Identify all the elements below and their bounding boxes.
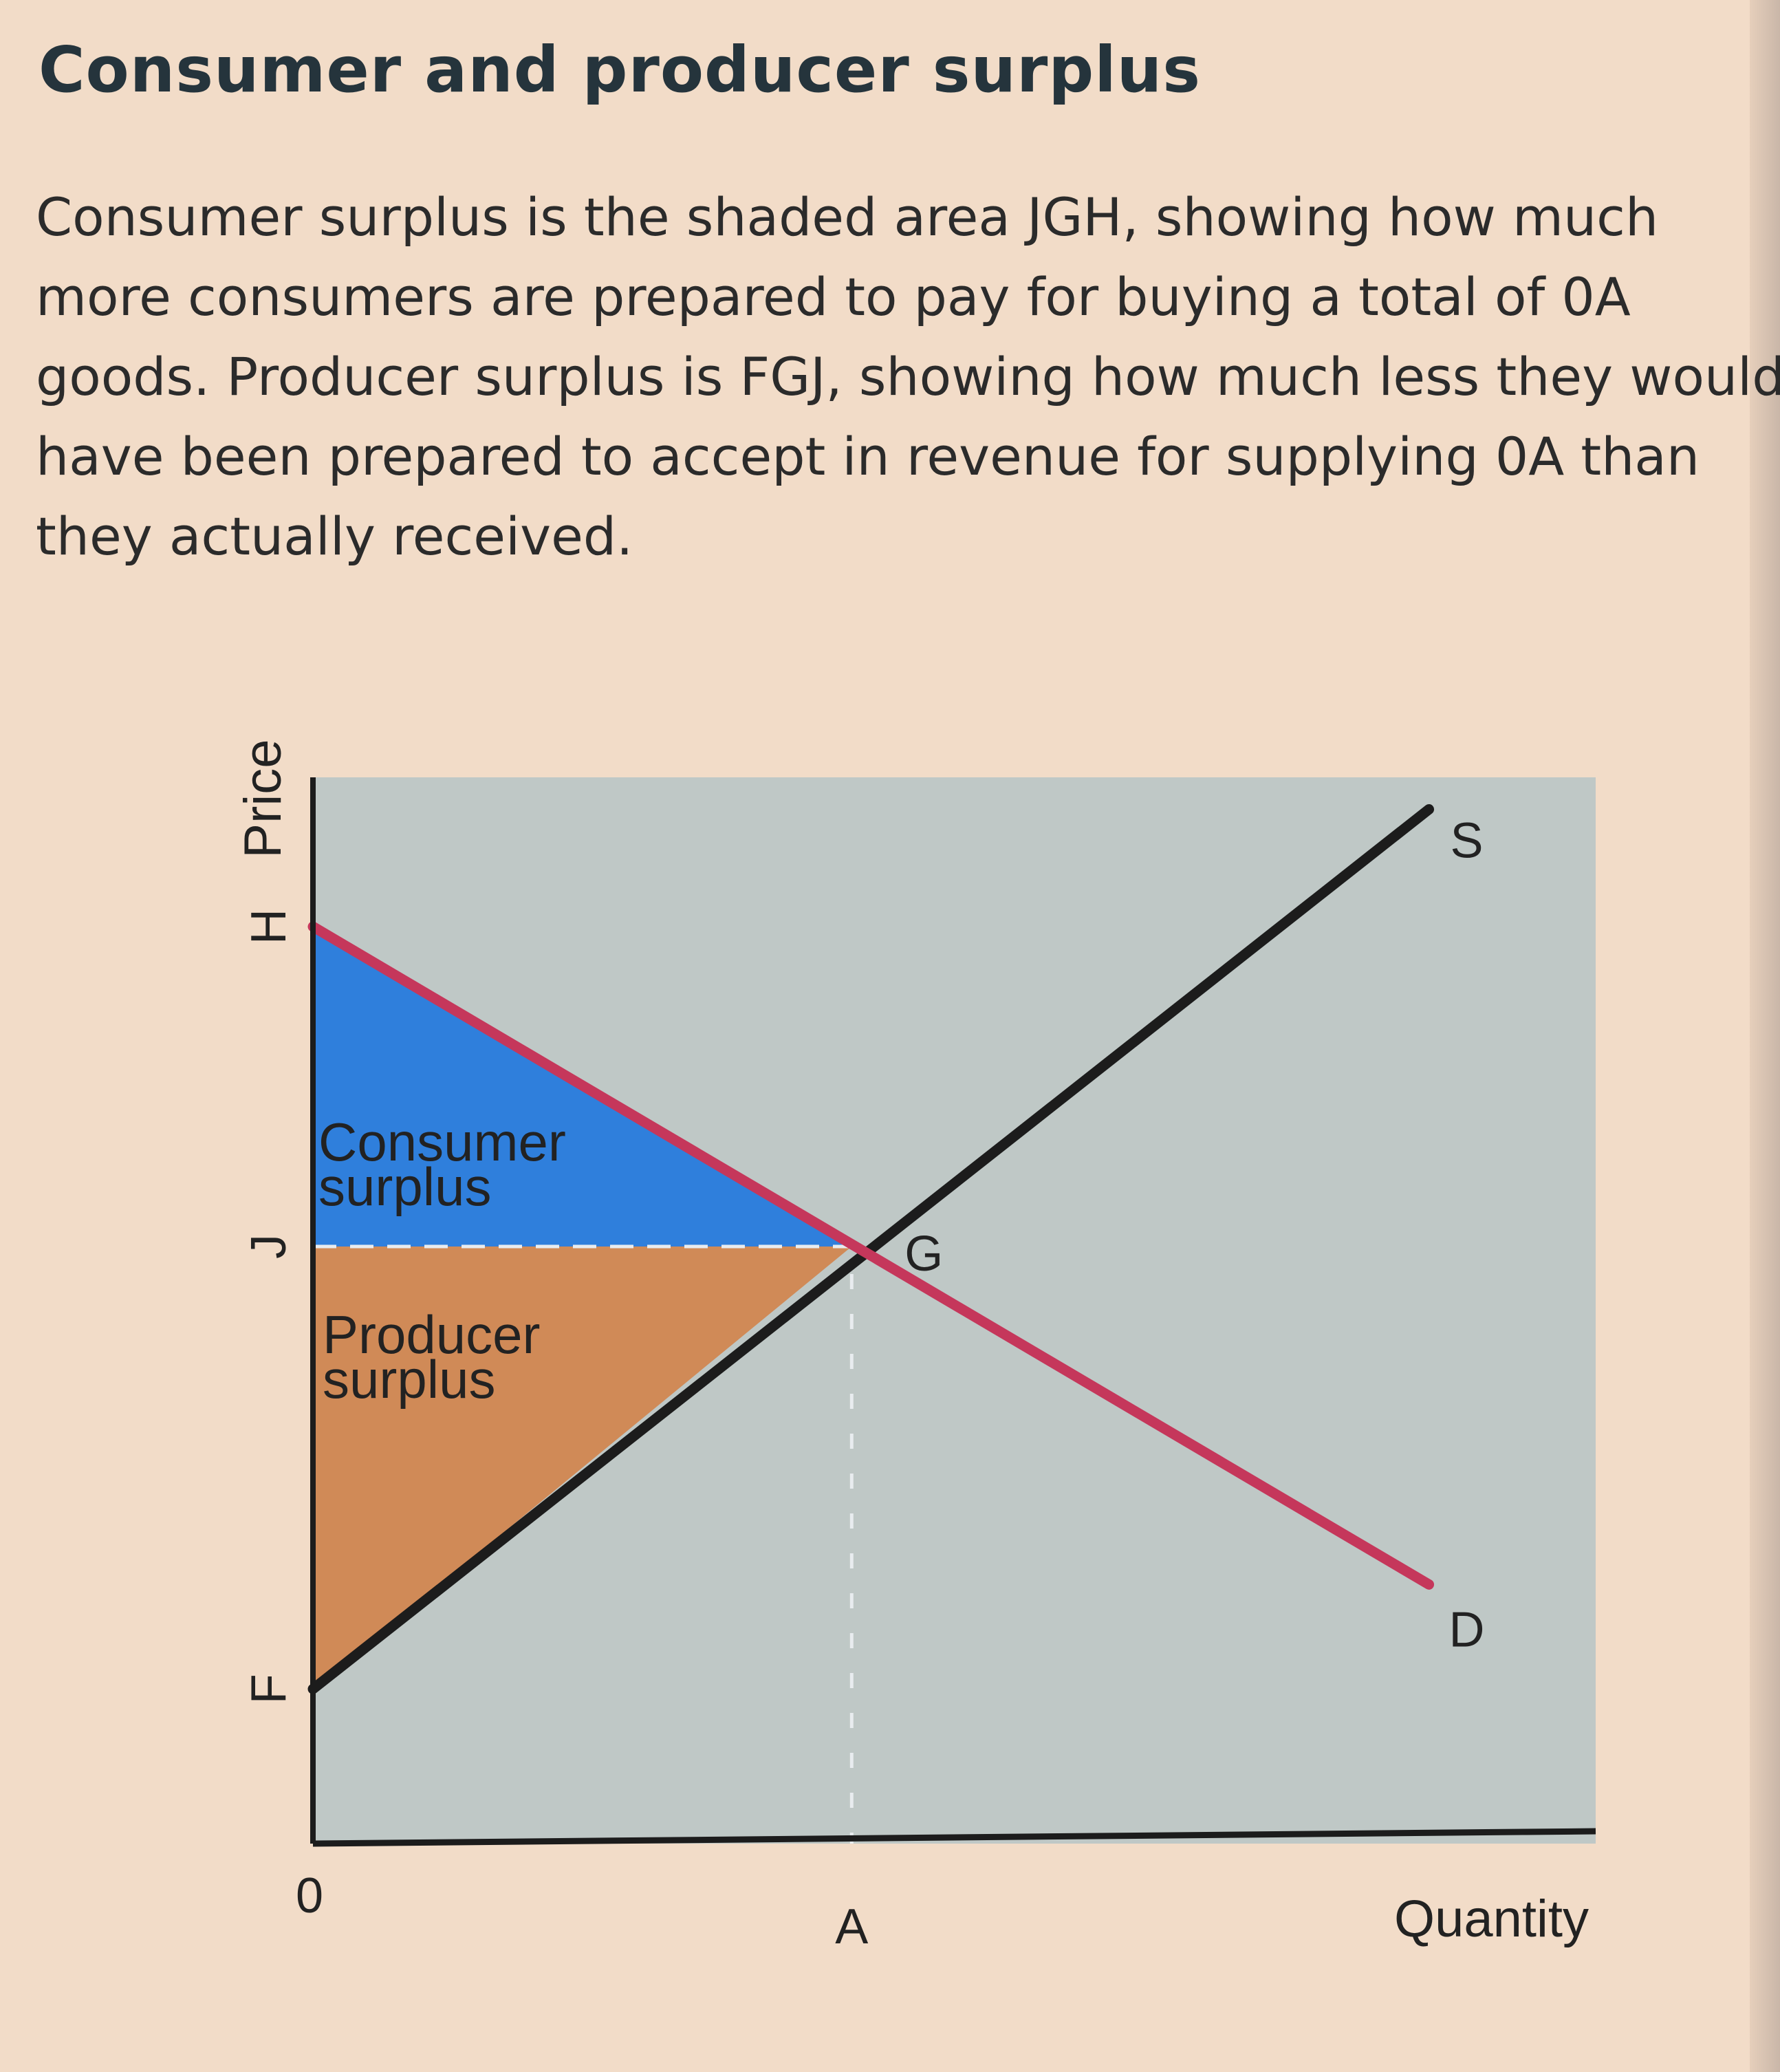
paragraph-line: goods. Producer surplus is FGJ, showing … — [36, 346, 1780, 407]
body-paragraph: Consumer surplus is the shaded area JGH,… — [36, 177, 1780, 576]
demand-curve — [307, 921, 1435, 1590]
price-tick-h: H — [241, 909, 296, 945]
paragraph-line: have been prepared to accept in revenue … — [36, 426, 1700, 487]
price-tick-j: J — [241, 1234, 296, 1259]
paragraph-line: they actually received. — [36, 506, 633, 567]
page-heading: Consumer and producer surplus — [39, 33, 1201, 107]
producer-surplus-label: Producer — [323, 1304, 541, 1365]
consumer-surplus-label: Consumer — [318, 1112, 566, 1172]
consumer-surplus-label: surplus — [318, 1156, 491, 1217]
price-axis-label: Price — [234, 739, 292, 858]
quantity-tick-a: A — [835, 1899, 868, 1954]
origin-label: 0 — [296, 1868, 323, 1923]
supply-curve — [307, 804, 1435, 1694]
supply-curve-label: S — [1451, 814, 1484, 869]
quantity-axis — [312, 1828, 1596, 1847]
paragraph-line: Consumer surplus is the shaded area JGH,… — [36, 186, 1659, 248]
quantity-axis-label: Quantity — [1394, 1890, 1589, 1948]
equilibrium-label: G — [904, 1227, 943, 1282]
page-edge — [1750, 0, 1780, 2072]
paragraph-line: more consumers are prepared to pay for b… — [36, 266, 1631, 327]
price-tick-f: F — [241, 1674, 296, 1704]
demand-curve-label: D — [1449, 1602, 1485, 1657]
producer-surplus-label: surplus — [323, 1349, 495, 1410]
